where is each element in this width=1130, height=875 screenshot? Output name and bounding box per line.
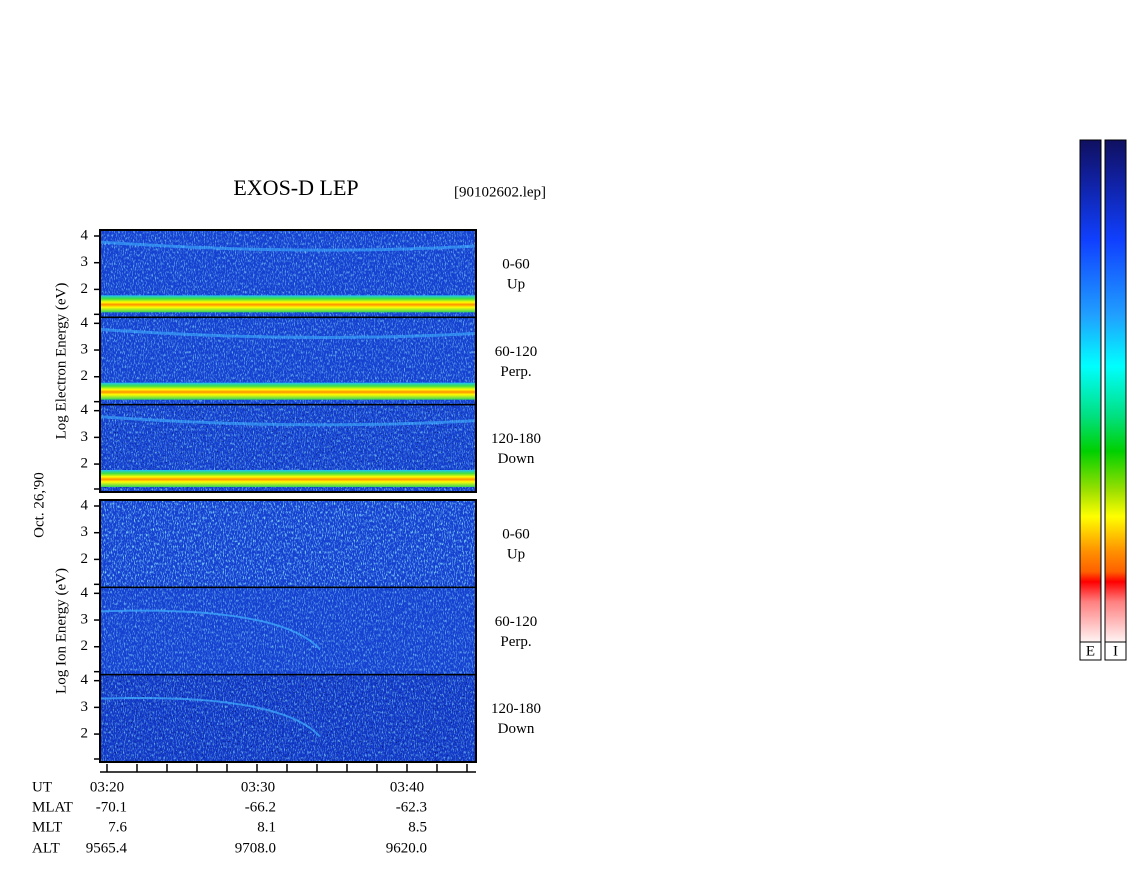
channel-range: 0-60 (502, 256, 530, 272)
orbit-value: 7.6 (108, 819, 127, 835)
channel-range: 60-120 (495, 614, 538, 630)
spectrogram-speckle (100, 500, 476, 588)
channel-range: 120-180 (491, 701, 541, 717)
spectrogram-line (99, 696, 321, 738)
channel-direction: Perp. (500, 634, 531, 650)
panel-frame (99, 229, 477, 493)
row-label: UT (32, 779, 52, 795)
spectrogram-line (99, 415, 477, 427)
y-tick-label: 2 (81, 281, 89, 297)
y-tick-label: 3 (81, 524, 89, 540)
y-tick-label: 3 (81, 429, 89, 445)
spectrogram-line (99, 240, 477, 252)
row-label: ALT (32, 840, 60, 856)
row-label: MLAT (32, 799, 73, 815)
spectrogram-line (99, 609, 321, 651)
channel-range: 120-180 (491, 431, 541, 447)
y-tick-label: 3 (81, 341, 89, 357)
colorbar-label: E (1086, 643, 1095, 659)
y-tick-label: 4 (81, 585, 89, 601)
y-tick-label: 3 (81, 699, 89, 715)
y-axis-label: Log Ion Energy (eV) (53, 568, 69, 694)
channel-range: 60-120 (495, 344, 538, 360)
orbit-value: 9708.0 (235, 840, 276, 856)
row-label: MLT (32, 819, 62, 835)
y-tick-label: 3 (81, 611, 89, 627)
colorbar-label-box (1104, 641, 1127, 661)
channel-direction: Perp. (500, 364, 531, 380)
y-tick-label: 2 (81, 551, 89, 567)
spectrogram-line (99, 327, 477, 339)
spectrogram-speckle (100, 587, 476, 675)
y-tick-label: 2 (81, 456, 89, 472)
y-tick-label: 4 (81, 227, 89, 243)
channel-direction: Down (498, 721, 535, 737)
colorbar (1104, 139, 1127, 643)
y-tick-label: 2 (81, 638, 89, 654)
orbit-value: 9565.4 (86, 840, 128, 856)
orbit-value: -70.1 (96, 799, 127, 815)
y-tick-label: 4 (81, 315, 89, 331)
colorbar (1079, 139, 1102, 643)
y-tick-label: 2 (81, 726, 89, 742)
colorbar-label: I (1113, 643, 1118, 659)
time-label: 03:40 (390, 779, 424, 795)
time-label: 03:20 (90, 779, 124, 795)
y-axis-label: Log Electron Energy (eV) (53, 283, 69, 440)
channel-direction: Up (507, 546, 525, 562)
orbit-value: 9620.0 (386, 840, 427, 856)
orbit-value: -66.2 (245, 799, 276, 815)
y-tick-label: 2 (81, 368, 89, 384)
file-label: [90102602.lep] (454, 184, 546, 200)
y-tick-label: 3 (81, 254, 89, 270)
colorbar-label-box (1079, 641, 1102, 661)
y-tick-label: 4 (81, 497, 89, 513)
panel-frame (99, 499, 477, 763)
title: EXOS-D LEP (233, 175, 358, 200)
channel-direction: Up (507, 276, 525, 292)
spectrogram-dark (100, 674, 476, 762)
y-tick-label: 4 (81, 672, 89, 688)
orbit-value: 8.1 (257, 819, 276, 835)
spectrogram-band (100, 295, 476, 313)
date-label: Oct. 26,'90 (31, 472, 47, 538)
y-tick-label: 4 (81, 402, 89, 418)
spectrogram-band (100, 470, 476, 487)
channel-direction: Down (498, 451, 535, 467)
orbit-value: -62.3 (396, 799, 427, 815)
time-label: 03:30 (241, 779, 275, 795)
spectrogram-band (100, 382, 476, 400)
orbit-value: 8.5 (408, 819, 427, 835)
channel-range: 0-60 (502, 526, 530, 542)
